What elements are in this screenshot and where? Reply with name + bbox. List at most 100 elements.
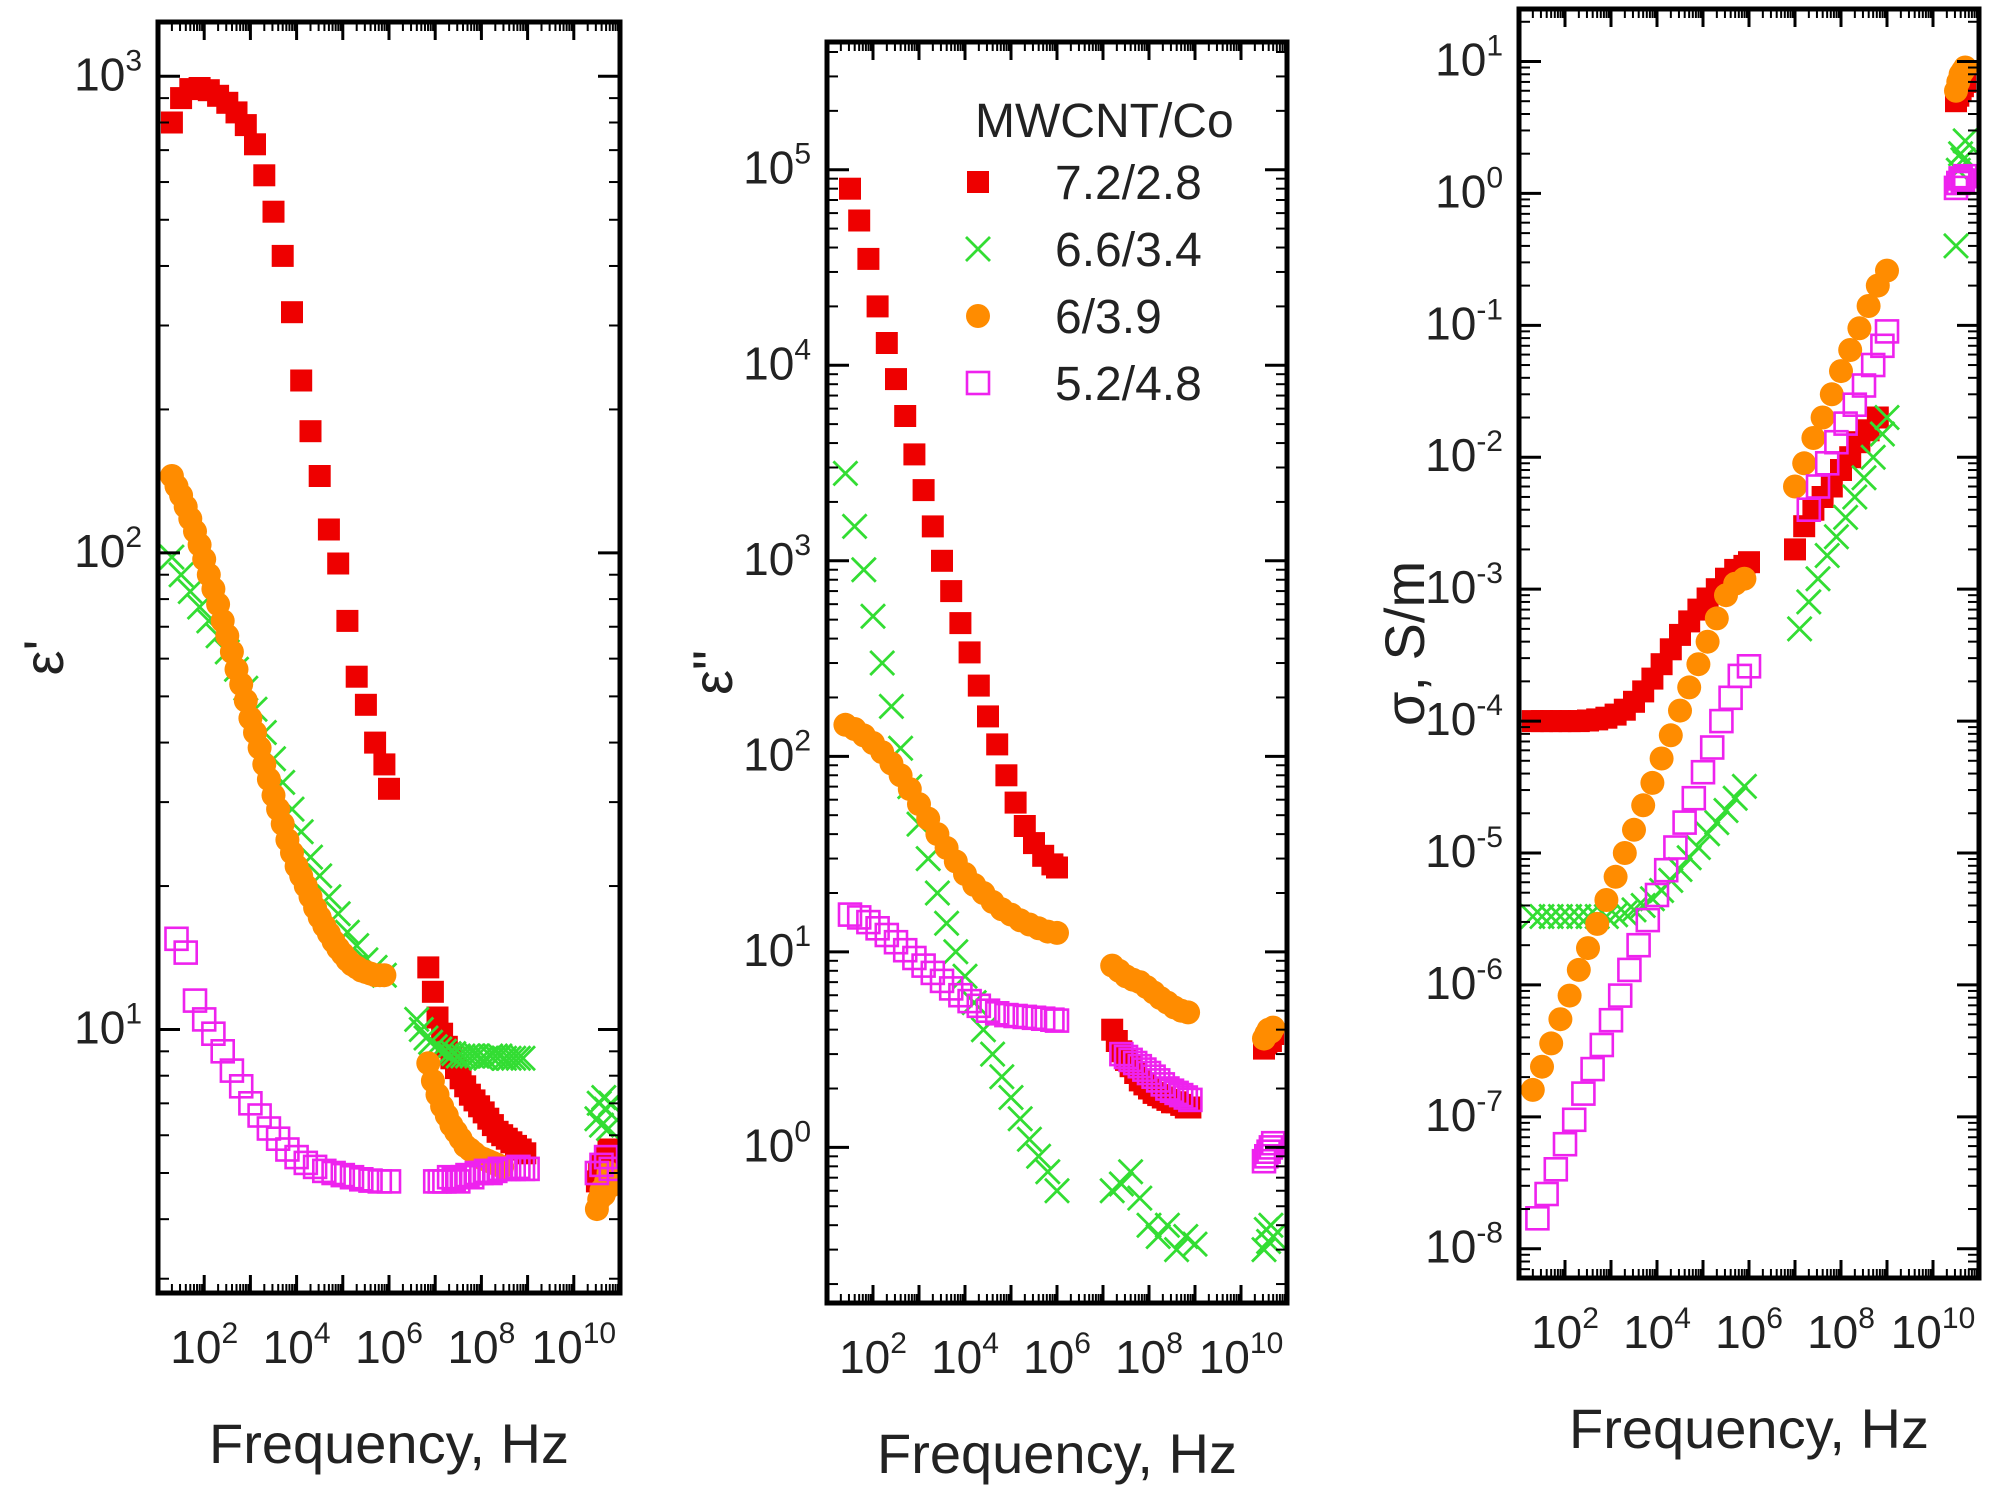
data-point [445, 1043, 472, 1069]
data-point [1617, 957, 1642, 983]
data-point [1722, 785, 1749, 812]
legend-entry-5.2/4.8: 5.2/4.8 [965, 358, 1202, 411]
legend-marker [967, 171, 989, 193]
y-tick-label: 105 [743, 138, 811, 194]
data-point [247, 1103, 272, 1128]
data-point [1538, 903, 1565, 930]
series-6.6/3.4 [1519, 127, 1979, 930]
data-point [979, 1041, 1006, 1068]
data-point [975, 998, 1001, 1024]
data-point [1176, 1000, 1201, 1025]
data-point [1044, 1008, 1070, 1033]
data-point [857, 247, 880, 270]
data-point [1658, 723, 1683, 748]
data-point [1703, 809, 1730, 836]
data-point [1874, 319, 1900, 344]
data-point [228, 1074, 254, 1099]
data-point [584, 1160, 610, 1186]
y-tick-label: 10-1 [1425, 293, 1503, 349]
data-point [1622, 817, 1646, 842]
data-point [1731, 773, 1758, 800]
data-point [182, 988, 208, 1013]
x-ticks [825, 42, 1289, 1303]
data-point [1163, 1236, 1190, 1263]
data-point [293, 1150, 319, 1176]
data-point [850, 556, 877, 583]
data-point [1667, 856, 1693, 883]
legend-entry-6.6/3.4: 6.6/3.4 [965, 224, 1202, 277]
data-point [1594, 888, 1619, 912]
legend-title: MWCNT/Co [975, 95, 1234, 148]
data-point [1621, 896, 1647, 923]
data-point [1685, 834, 1712, 861]
data-point [1168, 1082, 1194, 1108]
data-point [317, 518, 340, 541]
data-point [1126, 1185, 1153, 1212]
series-5.2/4.8 [837, 902, 1286, 1174]
data-point [505, 1045, 532, 1072]
data-point [1260, 1130, 1286, 1156]
data-point [866, 295, 889, 318]
data-point [1874, 404, 1900, 431]
data-point [345, 665, 368, 688]
data-point [234, 114, 257, 137]
data-point [336, 609, 359, 632]
data-point [1164, 1080, 1189, 1106]
x-tick-label: 102 [1531, 1302, 1599, 1358]
data-point [986, 733, 1009, 756]
series-6/3.9 [159, 464, 620, 1222]
data-point [1598, 1007, 1624, 1033]
y-tick-label: 101 [74, 998, 142, 1054]
data-point [1847, 316, 1872, 341]
data-point [1829, 359, 1853, 384]
y-ticks [158, 74, 620, 1280]
data-point [1045, 920, 1069, 945]
panel-permittivity-imag: 102 104 106 108 1010 100 101 102 103 104 105 Freque… [681, 39, 1290, 1485]
data-point [1841, 484, 1868, 510]
data-point [1251, 1148, 1277, 1174]
data-point [1795, 588, 1822, 615]
legend-label: 6/3.9 [1055, 291, 1162, 344]
data-point [921, 515, 944, 538]
data-point [463, 1043, 490, 1069]
data-point [1783, 474, 1807, 499]
legend-entry-7.2/2.8: 7.2/2.8 [967, 157, 1202, 210]
data-point [515, 1156, 540, 1182]
data-point [1556, 903, 1583, 930]
data-point [354, 693, 377, 716]
data-point [1875, 258, 1899, 283]
data-point [911, 953, 936, 978]
y-tick-label: 10-6 [1425, 953, 1503, 1009]
data-point [1117, 1158, 1144, 1185]
x-tick-label: 106 [355, 1317, 423, 1373]
data-point [1552, 1131, 1578, 1157]
data-point [1607, 983, 1633, 1008]
legend-marker [966, 304, 990, 328]
data-point [1173, 1085, 1199, 1110]
data-point [1681, 785, 1707, 811]
y-tick-label: 104 [743, 333, 811, 389]
data-point [299, 420, 322, 443]
data-point [988, 1063, 1015, 1090]
data-point [995, 764, 1018, 787]
data-point [1113, 1044, 1139, 1070]
series-5.2/4.8 [1525, 163, 1978, 1231]
legend-marker [965, 236, 991, 262]
data-point [1566, 957, 1591, 982]
data-point [1547, 903, 1574, 930]
data-point [878, 693, 905, 720]
data-point [1256, 1139, 1281, 1164]
data-point [874, 922, 900, 948]
data-point [883, 929, 909, 955]
data-point [1154, 1212, 1181, 1239]
data-point [173, 940, 198, 965]
data-point [1690, 759, 1716, 785]
data-point [281, 301, 303, 324]
data-point [311, 1158, 337, 1184]
data-point [1869, 421, 1896, 447]
data-point [1842, 392, 1868, 418]
data-point [588, 1112, 615, 1139]
x-ticks [1517, 9, 1981, 1278]
data-point [168, 561, 195, 588]
data-point [1851, 373, 1877, 398]
